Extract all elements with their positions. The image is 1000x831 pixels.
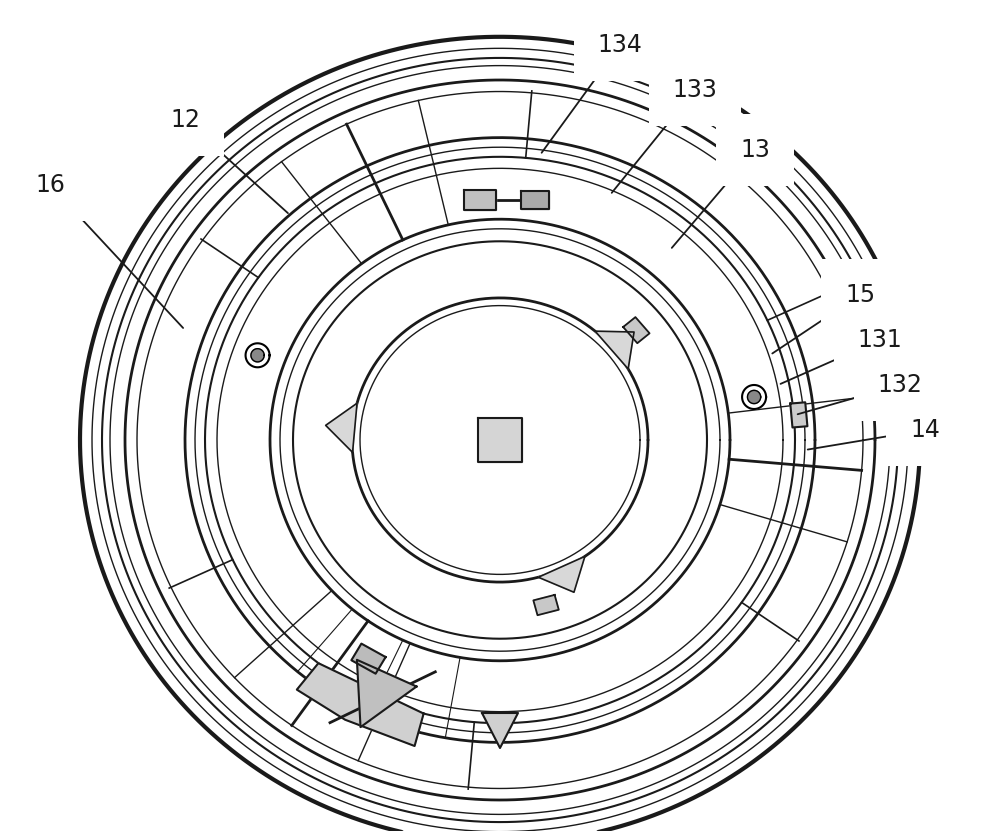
Polygon shape — [464, 190, 496, 210]
Polygon shape — [357, 660, 417, 727]
Text: 132: 132 — [878, 373, 922, 397]
Text: 13: 13 — [740, 138, 770, 162]
Polygon shape — [742, 385, 766, 409]
Text: 133: 133 — [673, 78, 717, 102]
Polygon shape — [478, 418, 522, 462]
Polygon shape — [533, 595, 559, 615]
Polygon shape — [538, 557, 585, 593]
Polygon shape — [297, 663, 424, 746]
Polygon shape — [790, 402, 807, 427]
Polygon shape — [747, 391, 761, 404]
Polygon shape — [595, 332, 634, 369]
Polygon shape — [326, 403, 357, 452]
Polygon shape — [482, 713, 518, 748]
Text: 134: 134 — [598, 33, 642, 57]
Polygon shape — [251, 349, 264, 361]
Text: 131: 131 — [858, 328, 902, 352]
Text: 14: 14 — [910, 418, 940, 442]
Polygon shape — [521, 191, 549, 209]
Polygon shape — [351, 644, 386, 674]
Text: 16: 16 — [35, 173, 65, 197]
Text: 12: 12 — [170, 108, 200, 132]
Text: 15: 15 — [845, 283, 875, 307]
Polygon shape — [246, 343, 270, 367]
Polygon shape — [623, 317, 650, 343]
